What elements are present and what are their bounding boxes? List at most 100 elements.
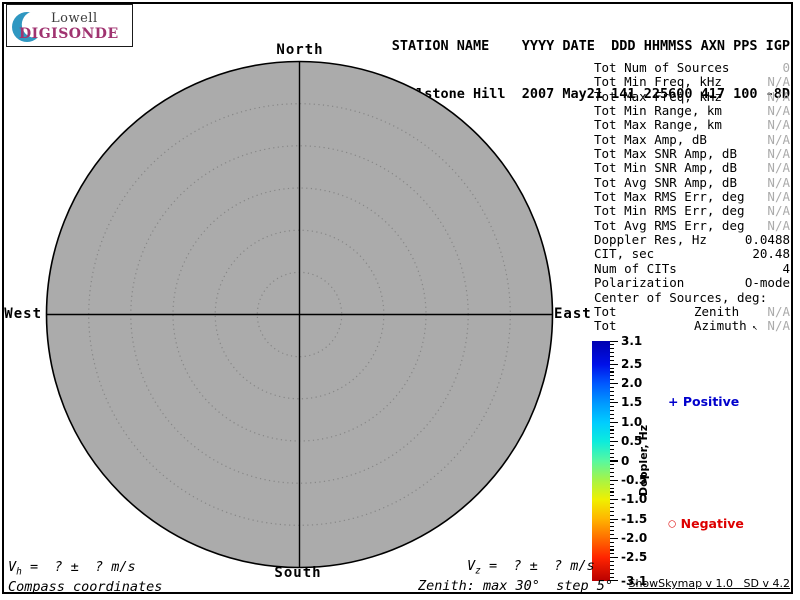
colorbar-minor-tick <box>610 533 614 536</box>
colorbar-minor-tick <box>610 522 614 524</box>
doppler-colorbar <box>592 341 610 581</box>
colorbar-major-tick <box>610 537 618 539</box>
stat-row: Tot Max RMS Err, deg N/A <box>594 189 790 205</box>
lowell-digisonde-logo: Lowell DIGISONDE <box>6 4 133 47</box>
colorbar-minor-tick <box>610 530 614 532</box>
stat-value: N/A <box>767 131 790 147</box>
vh-velocity-readout: Vh = ? ± ? m/s <box>8 559 136 578</box>
stat-row: Tot Num of Sources 0 <box>594 60 790 75</box>
colorbar-major-tick <box>610 579 618 581</box>
colorbar-label-1.5: 1.5 <box>621 395 643 410</box>
stat-label: Tot Min RMS Err, deg <box>594 203 745 219</box>
stat-label: Polarization <box>594 275 685 291</box>
logo-lowell-text: Lowell <box>51 11 98 26</box>
stat-row: CIT, sec 20.48 <box>594 247 790 262</box>
colorbar-minor-tick <box>610 452 614 454</box>
colorbar-minor-tick <box>610 549 614 551</box>
colorbar-minor-tick <box>610 561 614 563</box>
digisonde-crescent-icon <box>12 11 49 42</box>
colorbar-major-tick <box>610 363 618 365</box>
colorbar-minor-tick <box>610 526 614 528</box>
stat-label: Num of CITs <box>594 260 677 276</box>
colorbar-minor-tick <box>610 510 614 512</box>
colorbar-label--1.5: -1.5 <box>621 511 648 526</box>
colorbar-minor-tick <box>610 506 614 509</box>
colorbar-minor-tick <box>610 359 614 361</box>
skymap-polar-plot <box>45 60 554 569</box>
colorbar-major-tick <box>610 341 618 343</box>
stat-row: Tot Min RMS Err, deg N/A <box>594 203 790 219</box>
stat-row: Doppler Res, Hz 0.0488 <box>594 232 790 248</box>
legend-negative-label: Negative <box>680 516 744 531</box>
zenith-scale-note: Zenith: max 30° step 5° <box>418 578 614 594</box>
legend-positive: + Positive <box>668 394 739 409</box>
colorbar-minor-tick <box>610 352 614 354</box>
colorbar-major-tick <box>610 460 618 462</box>
colorbar-minor-tick <box>610 406 614 408</box>
stat-row: Tot Azimuth ↖ N/A <box>594 318 790 334</box>
colorbar-minor-tick <box>610 564 614 567</box>
stat-label: Tot Max Freq, kHz <box>594 88 722 104</box>
compass-label-south: South <box>274 565 322 581</box>
stat-value: N/A <box>767 203 790 219</box>
stat-label: Tot Max RMS Err, deg <box>594 189 745 205</box>
colorbar-minor-tick <box>610 475 614 478</box>
stat-value: N/A <box>767 103 790 119</box>
legend-negative: ○ Negative <box>668 516 744 531</box>
colorbar-tick-labels: 3.1 2.5 2.0 1.5 1.0 0.5 0 -0.5 -1.0 -1.5 -2.0 -2.5 -… <box>621 334 661 588</box>
coordinates-note: Compass coordinates <box>8 579 163 595</box>
compass-label-west: West <box>4 306 42 322</box>
colorbar-minor-tick <box>610 472 614 474</box>
colorbar-major-tick <box>610 402 618 404</box>
colorbar-label-2.0: 2.0 <box>621 376 643 391</box>
colorbar-minor-tick <box>610 394 614 396</box>
stat-value: N/A <box>767 189 790 205</box>
colorbar-major-tick <box>610 499 618 501</box>
stat-label: Tot Avg RMS Err, deg <box>594 217 745 233</box>
stat-value: N/A <box>767 117 790 133</box>
compass-label-east: East <box>554 306 592 322</box>
colorbar-major-tick <box>610 421 618 423</box>
colorbar-minor-tick <box>610 344 614 346</box>
colorbar-minor-tick <box>610 410 614 412</box>
azimuth-arrow-icon: ↖ <box>746 323 758 334</box>
colorbar-minor-tick <box>610 371 614 373</box>
colorbar-minor-tick <box>610 437 614 439</box>
colorbar-label--2.5: -2.5 <box>621 550 648 565</box>
colorbar-minor-tick <box>610 576 614 578</box>
colorbar-minor-tick <box>610 456 614 458</box>
stat-row: Tot Min Range, km N/A <box>594 103 790 119</box>
stat-row: Tot Min SNR Amp, dB N/A <box>594 161 790 176</box>
colorbar-major-tick <box>610 383 618 385</box>
colorbar-minor-tick <box>610 386 614 389</box>
stat-value: N/A <box>767 174 790 190</box>
stat-row: Tot Max Amp, dB N/A <box>594 131 790 147</box>
stat-row: Tot Min Freq, kHz N/A <box>594 74 790 89</box>
colorbar-label-2.5: 2.5 <box>621 356 643 371</box>
stat-label: Tot <box>594 303 617 319</box>
colorbar-label--2.0: -2.0 <box>621 530 648 545</box>
logo-digisonde-text: DIGISONDE <box>19 26 119 42</box>
window-border <box>2 2 793 594</box>
legend-positive-label: Positive <box>682 394 740 409</box>
colorbar-minor-tick <box>610 572 614 574</box>
totals-stats-panel: Tot Num of Sources 0 Tot Min Freq, kHz N/A T… <box>594 60 790 334</box>
stat-value: N/A <box>767 318 790 334</box>
colorbar-minor-tick <box>610 433 614 435</box>
stat-label: Doppler Res, Hz <box>594 232 707 248</box>
colorbar-label-3.1: 3.1 <box>621 333 643 348</box>
compass-label-north: North <box>276 42 324 58</box>
colorbar-label--3.1: -3.1 <box>621 573 648 588</box>
colorbar-label--0.5: -0.5 <box>621 472 648 487</box>
circle-icon: ○ <box>668 518 677 530</box>
stat-value: N/A <box>767 303 790 319</box>
stat-row: Tot Avg RMS Err, deg N/A <box>594 217 790 233</box>
station-header-columns: STATION NAME YYYY DATE DDD HHMMSS AXN PP… <box>391 38 790 54</box>
vz-velocity-readout: Vz = ? ± ? m/s <box>467 558 595 577</box>
colorbar-major-tick <box>610 518 618 520</box>
colorbar-minor-tick <box>610 503 614 505</box>
colorbar-label-0: 0 <box>621 453 630 468</box>
stat-label: Tot Num of Sources <box>594 60 730 75</box>
colorbar-major-tick <box>610 441 618 443</box>
